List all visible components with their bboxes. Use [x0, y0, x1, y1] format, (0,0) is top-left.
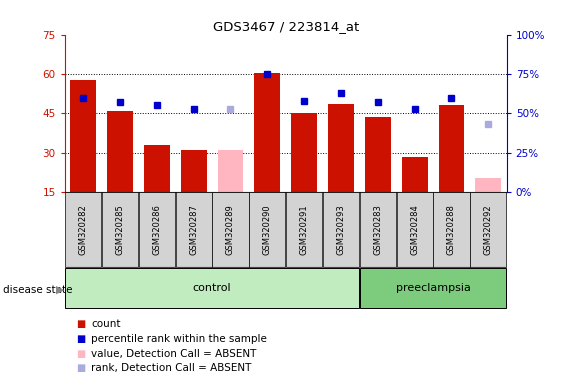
Text: count: count: [91, 319, 120, 329]
Text: control: control: [193, 283, 231, 293]
Bar: [181, 150, 207, 192]
Bar: [70, 81, 96, 192]
Bar: [365, 117, 391, 192]
Text: GSM320291: GSM320291: [300, 204, 309, 255]
Bar: [176, 192, 212, 267]
Text: GSM320288: GSM320288: [447, 204, 456, 255]
Bar: [402, 157, 427, 192]
Text: disease state: disease state: [3, 285, 72, 295]
Bar: [107, 111, 133, 192]
Text: GSM320287: GSM320287: [189, 204, 198, 255]
Text: ▶: ▶: [56, 285, 65, 295]
Bar: [360, 268, 506, 308]
Text: GSM320290: GSM320290: [263, 204, 272, 255]
Bar: [323, 192, 359, 267]
Bar: [475, 177, 501, 192]
Bar: [65, 268, 359, 308]
Text: rank, Detection Call = ABSENT: rank, Detection Call = ABSENT: [91, 363, 252, 373]
Bar: [102, 192, 138, 267]
Bar: [254, 73, 280, 192]
Text: GSM320292: GSM320292: [484, 204, 493, 255]
Text: ■: ■: [76, 319, 85, 329]
Text: GSM320284: GSM320284: [410, 204, 419, 255]
Bar: [470, 192, 506, 267]
Text: GSM320283: GSM320283: [373, 204, 382, 255]
Text: value, Detection Call = ABSENT: value, Detection Call = ABSENT: [91, 349, 257, 359]
Text: percentile rank within the sample: percentile rank within the sample: [91, 334, 267, 344]
Text: GSM320286: GSM320286: [153, 204, 162, 255]
Text: ■: ■: [76, 349, 85, 359]
Title: GDS3467 / 223814_at: GDS3467 / 223814_at: [213, 20, 359, 33]
Bar: [65, 192, 101, 267]
Bar: [138, 192, 175, 267]
Bar: [217, 150, 243, 192]
Bar: [286, 192, 322, 267]
Text: GSM320285: GSM320285: [115, 204, 124, 255]
Bar: [360, 192, 396, 267]
Text: GSM320293: GSM320293: [337, 204, 346, 255]
Text: GSM320289: GSM320289: [226, 204, 235, 255]
Text: ■: ■: [76, 334, 85, 344]
Bar: [291, 113, 317, 192]
Bar: [212, 192, 248, 267]
Bar: [434, 192, 470, 267]
Bar: [144, 145, 169, 192]
Bar: [249, 192, 285, 267]
Bar: [439, 106, 464, 192]
Bar: [328, 104, 354, 192]
Text: ■: ■: [76, 363, 85, 373]
Text: preeclampsia: preeclampsia: [396, 283, 471, 293]
Text: GSM320282: GSM320282: [79, 204, 88, 255]
Bar: [396, 192, 433, 267]
